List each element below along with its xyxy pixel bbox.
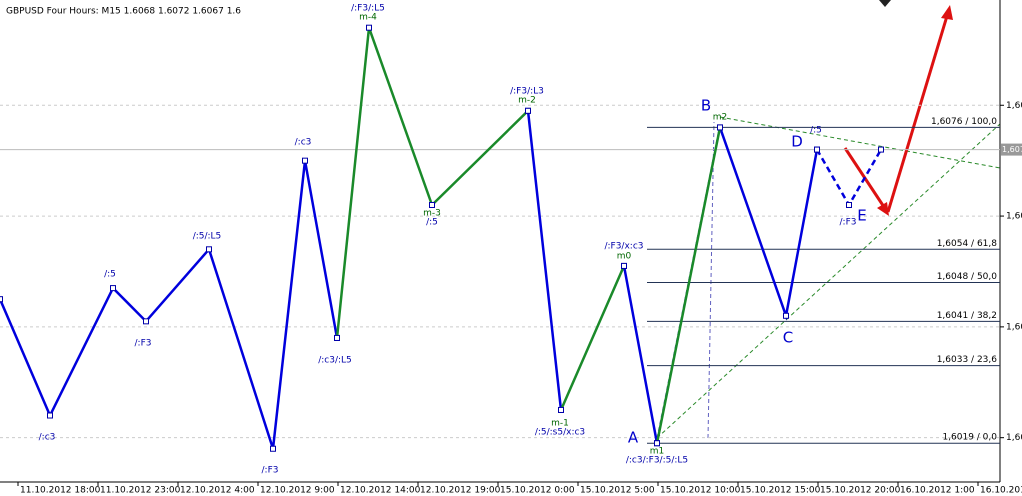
wave-annotation: /:F3/x:c3 bbox=[604, 242, 643, 252]
wave-point bbox=[110, 285, 116, 292]
wave-letter: C bbox=[783, 329, 793, 347]
wave-point bbox=[270, 445, 276, 452]
wave-point bbox=[783, 312, 789, 319]
x-tick-label: 11.10.2012 18:00 bbox=[20, 486, 101, 496]
wave-line bbox=[335, 27, 722, 444]
y-tick-label: 1,6060 bbox=[1006, 212, 1022, 222]
wave-letter: D bbox=[791, 133, 803, 151]
wave-annotation: /:c3 bbox=[295, 138, 312, 148]
wave-annotation: m-2 bbox=[518, 96, 536, 106]
x-tick-label: 12.10.2012 14:00 bbox=[340, 486, 421, 496]
trend-line bbox=[719, 116, 1001, 169]
x-tick-label: 15.10.2012 20:00 bbox=[820, 486, 901, 496]
wave-point bbox=[525, 107, 531, 114]
scroll-marker bbox=[879, 0, 891, 7]
wave-annotation: /:5 bbox=[810, 126, 822, 136]
wave-annotation: /:5 bbox=[104, 270, 116, 280]
wave-annotation: m2 bbox=[713, 113, 728, 123]
x-tick-label: 15.10.2012 5:00 bbox=[580, 486, 655, 496]
fib-level-label: 1,6033 / 23,6 bbox=[937, 355, 998, 365]
current-price-label: 1,6072 bbox=[1002, 145, 1022, 154]
wave-annotation: m-4 bbox=[359, 13, 377, 23]
x-tick-label: 15.10.2012 15:00 bbox=[740, 486, 821, 496]
wave-annotation: m-1 bbox=[551, 419, 569, 429]
wave-point bbox=[621, 262, 627, 269]
chart-title: GBPUSD Four Hours: M15 1.6068 1.6072 1.6… bbox=[6, 7, 241, 17]
x-tick-label: 12.10.2012 4:00 bbox=[180, 486, 255, 496]
x-tick-label: 16.10.2012 6:00 bbox=[980, 486, 1022, 496]
fib-level-label: 1,6048 / 50,0 bbox=[937, 272, 998, 282]
wave-letter: E bbox=[857, 207, 866, 225]
wave-point bbox=[814, 146, 820, 153]
forecast-arrow bbox=[843, 147, 888, 211]
wave-point bbox=[654, 440, 660, 447]
wave-annotation: /:F3/:L5 bbox=[351, 4, 385, 14]
wave-annotation: /:F3 bbox=[840, 218, 857, 228]
wave-point bbox=[878, 146, 884, 153]
wave-letter: B bbox=[701, 97, 711, 115]
wave-point bbox=[846, 201, 852, 208]
fib-level-label: 1,6076 / 100,0 bbox=[931, 117, 997, 127]
x-tick-label: 16.10.2012 1:00 bbox=[900, 486, 975, 496]
wave-point bbox=[47, 412, 53, 419]
wave-annotation: m0 bbox=[617, 252, 632, 262]
trend-line bbox=[656, 123, 1001, 439]
wave-letter: A bbox=[628, 429, 639, 447]
y-tick-label: 1,6020 bbox=[1006, 433, 1022, 443]
wave-annotation: m1 bbox=[650, 447, 665, 457]
wave-annotation: /:5/:L5 bbox=[193, 232, 222, 242]
x-tick-label: 15.10.2012 10:00 bbox=[660, 486, 741, 496]
wave-point bbox=[206, 246, 212, 253]
arrow-head bbox=[877, 202, 889, 216]
wave-annotation: /:5 bbox=[426, 218, 438, 228]
forecast-arrow bbox=[886, 15, 949, 213]
wave-line bbox=[0, 110, 819, 450]
x-tick-label: 15.10.2012 0:00 bbox=[500, 486, 575, 496]
fib-level-label: 1,6019 / 0,0 bbox=[942, 433, 997, 443]
wave-annotation: /:c3/:L5 bbox=[318, 356, 352, 366]
wave-point bbox=[0, 296, 3, 303]
wave-annotation: /:c3 bbox=[39, 433, 56, 443]
wave-annotation: /:5/:s5/x:c3 bbox=[535, 428, 585, 438]
wave-annotation: /:F3 bbox=[135, 339, 152, 349]
y-tick-label: 1,6040 bbox=[1006, 322, 1022, 332]
wave-point bbox=[429, 201, 435, 208]
x-tick-label: 11.10.2012 23:00 bbox=[100, 486, 181, 496]
arrow-head bbox=[941, 5, 953, 20]
wave-annotation: m-3 bbox=[423, 209, 441, 219]
wave-point bbox=[143, 318, 149, 325]
wave-point bbox=[717, 124, 723, 131]
wave-point bbox=[558, 406, 564, 413]
y-tick-label: 1,6080 bbox=[1006, 101, 1022, 111]
projection-line bbox=[707, 121, 715, 439]
wave-annotation: /:F3/:L3 bbox=[510, 87, 544, 97]
current-price-box bbox=[1001, 143, 1022, 156]
wave-annotation: /:c3/:F3/:5/:L5 bbox=[626, 456, 688, 466]
wave-point bbox=[302, 157, 308, 164]
wave-point bbox=[334, 334, 340, 341]
fib-level-label: 1,6054 / 61,8 bbox=[937, 239, 998, 249]
fib-level-label: 1,6041 / 38,2 bbox=[937, 311, 997, 321]
x-tick-label: 12.10.2012 9:00 bbox=[260, 486, 335, 496]
x-tick-label: 12.10.2012 19:00 bbox=[420, 486, 501, 496]
decorations bbox=[656, 0, 1001, 439]
wave-point bbox=[366, 24, 372, 31]
wave-annotation: /:F3 bbox=[262, 466, 279, 476]
